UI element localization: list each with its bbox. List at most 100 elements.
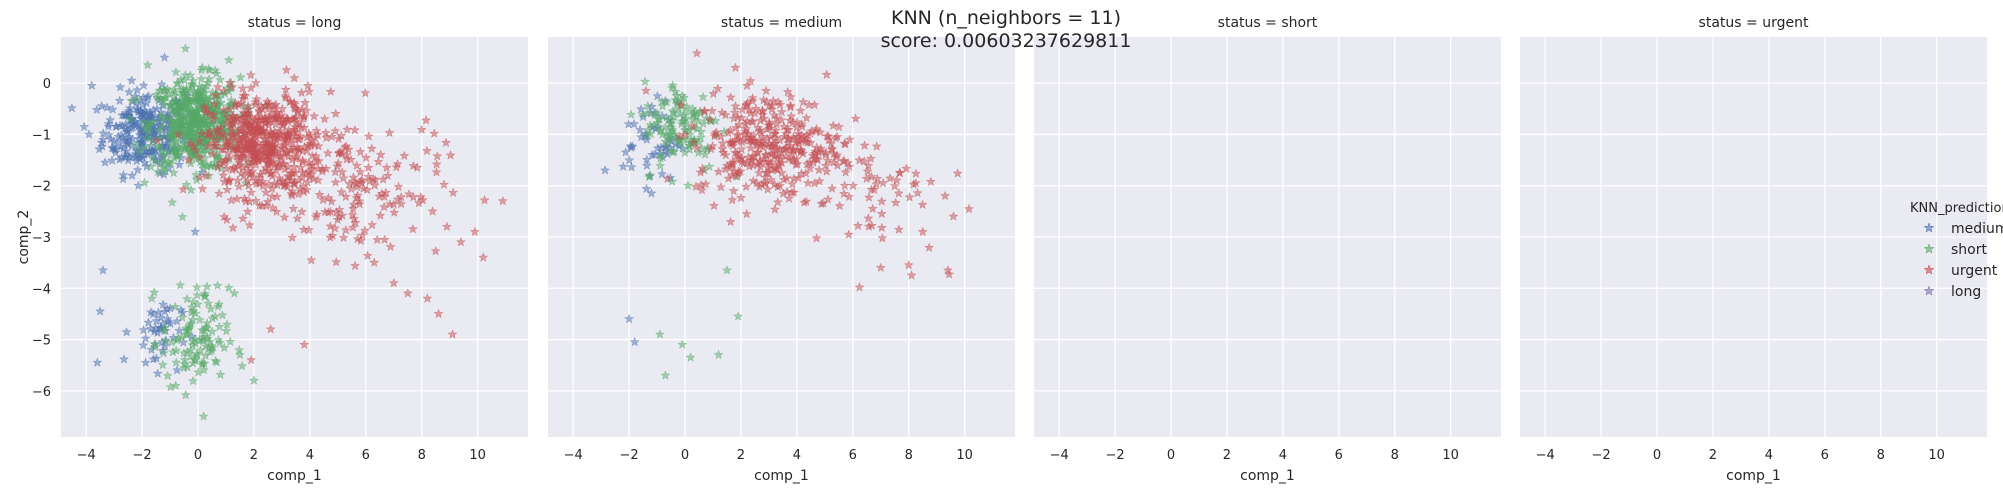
y-tick-label: −4 xyxy=(32,282,51,297)
data-point-urgent xyxy=(754,135,765,145)
data-point-urgent xyxy=(890,197,901,208)
data-point-urgent xyxy=(784,193,795,203)
data-point-urgent xyxy=(230,101,241,111)
data-point-medium xyxy=(95,306,106,316)
data-point-urgent xyxy=(904,192,915,202)
data-point-urgent xyxy=(224,174,235,185)
data-point-short xyxy=(166,139,177,149)
data-point-urgent xyxy=(226,122,237,132)
x-tick-label: −4 xyxy=(77,448,96,463)
data-point-urgent xyxy=(925,176,936,187)
data-point-urgent xyxy=(304,86,315,97)
data-point-urgent xyxy=(640,85,651,95)
data-point-short xyxy=(667,126,678,136)
data-point-urgent xyxy=(863,213,874,223)
y-tick-label: −3 xyxy=(32,231,51,246)
data-point-urgent xyxy=(303,127,314,138)
data-point-urgent xyxy=(265,146,276,157)
data-point-urgent xyxy=(893,188,904,198)
data-point-urgent xyxy=(246,82,257,93)
data-point-urgent xyxy=(802,158,813,169)
data-point-urgent xyxy=(747,95,758,106)
x-tick-label: 0 xyxy=(681,448,689,463)
facet-title: status = urgent xyxy=(1699,15,1809,31)
data-point-short xyxy=(655,153,666,163)
data-point-medium xyxy=(127,170,138,180)
data-point-medium xyxy=(97,141,108,151)
data-point-medium xyxy=(103,118,114,129)
data-point-urgent xyxy=(355,166,366,177)
data-point-urgent xyxy=(292,213,303,223)
data-point-urgent xyxy=(306,255,317,265)
data-point-medium xyxy=(152,368,163,378)
data-point-medium xyxy=(109,143,120,154)
data-point-urgent xyxy=(263,120,274,130)
data-point-medium xyxy=(102,102,113,112)
data-point-urgent xyxy=(747,116,758,127)
legend-label-medium: medium xyxy=(1951,221,2003,237)
data-point-urgent xyxy=(924,242,935,253)
data-point-urgent xyxy=(776,157,787,168)
data-point-medium xyxy=(140,357,151,368)
data-point-medium xyxy=(174,159,185,170)
data-point-urgent xyxy=(408,160,419,171)
data-point-urgent xyxy=(286,188,297,199)
data-point-urgent xyxy=(310,211,321,222)
data-point-urgent xyxy=(295,162,306,173)
data-point-short xyxy=(198,163,209,174)
data-point-short xyxy=(192,349,203,360)
data-point-urgent xyxy=(297,155,308,165)
data-point-short xyxy=(192,88,203,98)
data-point-short xyxy=(171,117,182,127)
data-point-short xyxy=(681,106,692,117)
x-tick-label: 10 xyxy=(1928,448,1945,463)
data-point-urgent xyxy=(218,85,229,96)
data-point-short xyxy=(210,311,221,321)
data-point-urgent xyxy=(416,124,427,135)
data-point-medium xyxy=(107,155,118,165)
data-point-urgent xyxy=(769,128,781,139)
x-tick-label: 0 xyxy=(194,448,202,463)
data-point-short xyxy=(170,301,181,312)
figure-title: KNN (n_neighbors = 11) xyxy=(891,7,1121,29)
data-point-urgent xyxy=(245,167,256,178)
data-point-short xyxy=(248,375,259,385)
data-point-medium xyxy=(79,121,90,132)
data-point-urgent xyxy=(733,168,744,178)
data-point-urgent xyxy=(782,86,793,97)
x-axis-label: comp_1 xyxy=(1726,468,1781,484)
data-point-urgent xyxy=(271,191,283,202)
data-point-urgent xyxy=(762,133,773,144)
data-point-urgent xyxy=(238,128,249,139)
data-point-short xyxy=(199,158,210,169)
legend-title: KNN_prediction xyxy=(1910,201,2003,216)
data-point-urgent xyxy=(402,288,413,298)
data-point-short xyxy=(200,341,211,351)
data-point-short xyxy=(655,160,666,171)
data-point-urgent xyxy=(320,127,331,138)
data-point-urgent xyxy=(711,127,722,137)
data-point-urgent xyxy=(250,175,261,186)
x-tick-label: −4 xyxy=(564,448,583,463)
data-point-urgent xyxy=(728,113,739,123)
data-point-urgent xyxy=(700,178,711,189)
data-point-urgent xyxy=(248,149,259,160)
x-tick-label: 6 xyxy=(1335,448,1343,463)
data-point-urgent xyxy=(194,172,205,182)
data-point-urgent xyxy=(748,160,759,170)
data-point-short xyxy=(142,59,153,70)
data-point-urgent xyxy=(250,195,261,206)
data-point-urgent xyxy=(765,174,777,185)
data-point-urgent xyxy=(697,163,708,173)
data-point-urgent xyxy=(687,120,698,131)
data-point-short xyxy=(704,161,715,172)
data-point-short xyxy=(202,77,213,88)
data-point-urgent xyxy=(194,136,205,146)
x-tick-label: 8 xyxy=(1877,448,1885,463)
data-point-urgent xyxy=(786,111,797,121)
data-point-urgent xyxy=(801,133,812,143)
data-point-urgent xyxy=(249,134,260,145)
data-point-urgent xyxy=(208,109,219,120)
data-point-urgent xyxy=(352,190,363,200)
data-point-medium xyxy=(646,188,657,198)
